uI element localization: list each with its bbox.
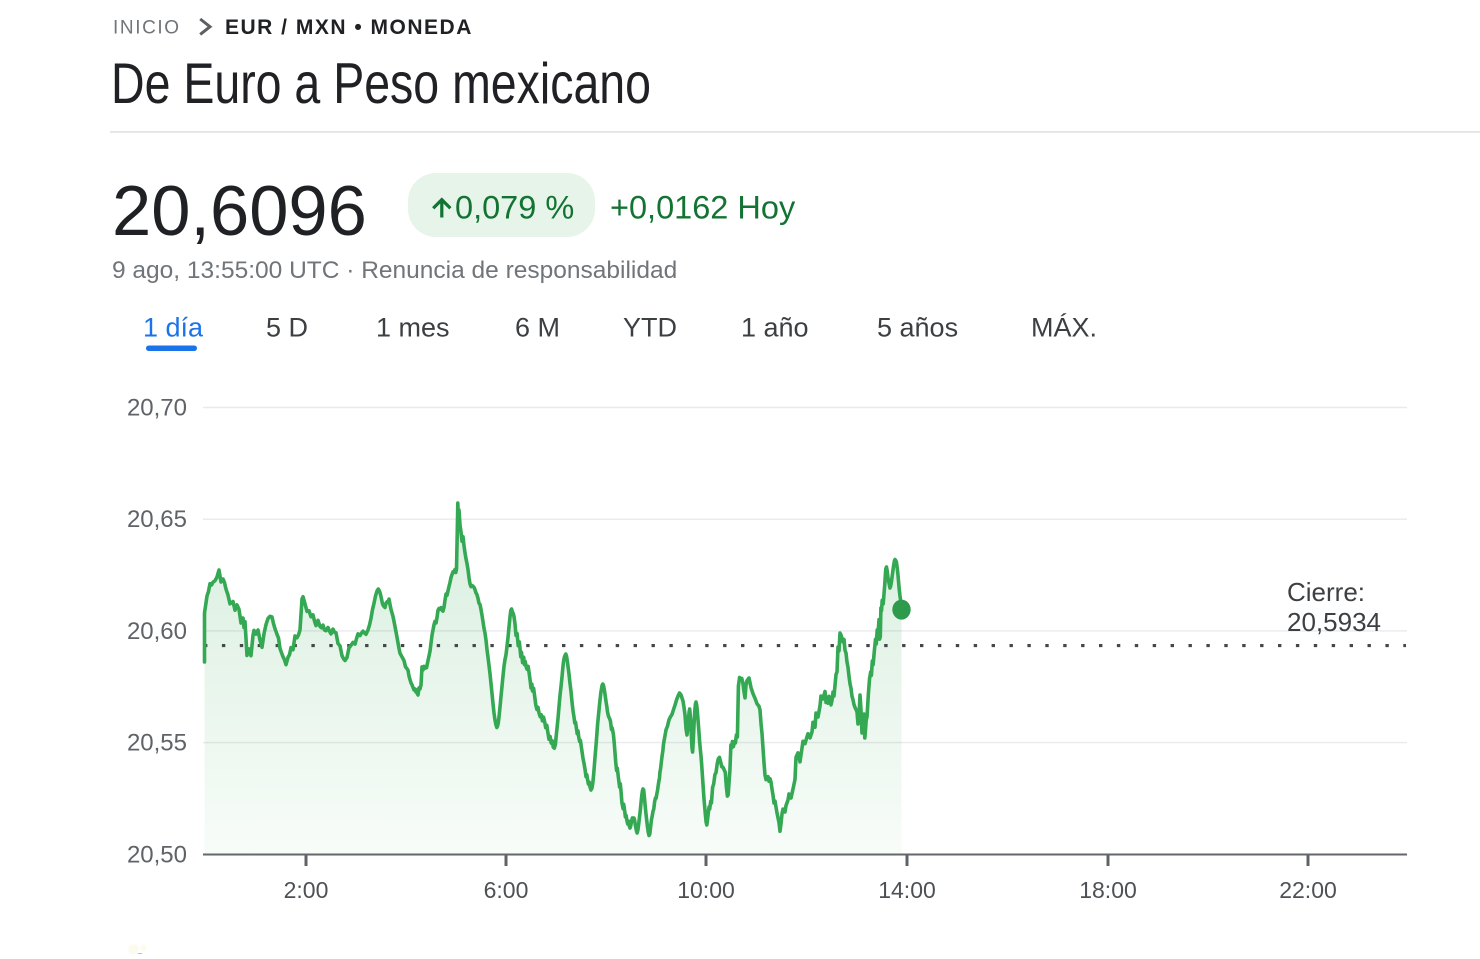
svg-text:0,079 %: 0,079 % [455, 190, 574, 226]
svg-text:MÁX.: MÁX. [1031, 313, 1097, 343]
svg-text:De Euro a Peso mexicano: De Euro a Peso mexicano [111, 52, 651, 116]
svg-text:20,6096: 20,6096 [112, 171, 367, 250]
svg-text:+0,0162 Hoy: +0,0162 Hoy [610, 190, 796, 226]
svg-text:20,60: 20,60 [127, 618, 187, 645]
svg-text:Cierre:: Cierre: [1287, 577, 1365, 607]
svg-text:14:00: 14:00 [878, 877, 936, 903]
svg-text:10:00: 10:00 [677, 877, 735, 903]
svg-text:INICIO: INICIO [113, 18, 181, 39]
svg-text:18:00: 18:00 [1079, 877, 1137, 903]
svg-text:20,55: 20,55 [127, 730, 187, 757]
svg-text:20,5934: 20,5934 [1287, 607, 1381, 637]
svg-text:20,65: 20,65 [127, 506, 187, 533]
svg-text:YTD: YTD [623, 313, 677, 343]
svg-text:22:00: 22:00 [1279, 877, 1337, 903]
svg-text:5 años: 5 años [877, 313, 958, 343]
svg-text:5 D: 5 D [266, 313, 308, 343]
svg-text:20,70: 20,70 [127, 395, 187, 422]
svg-text:1 día: 1 día [143, 313, 204, 343]
svg-text:2:00: 2:00 [284, 877, 329, 903]
svg-text:9 ago, 13:55:00 UTC · Renuncia: 9 ago, 13:55:00 UTC · Renuncia de respon… [112, 257, 677, 284]
svg-text:1 año: 1 año [741, 313, 809, 343]
svg-text:EUR / MXN • MONEDA: EUR / MXN • MONEDA [225, 16, 473, 39]
svg-text:20,50: 20,50 [127, 842, 187, 869]
svg-text:6 M: 6 M [515, 313, 560, 343]
svg-text:1 mes: 1 mes [376, 313, 450, 343]
svg-text:6:00: 6:00 [484, 877, 529, 903]
